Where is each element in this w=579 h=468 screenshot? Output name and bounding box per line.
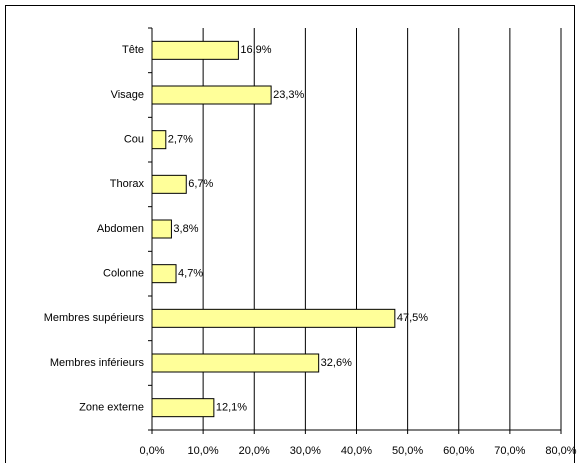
x-tick-label: 40,0% bbox=[341, 445, 372, 457]
y-tick-label: Zone externe bbox=[79, 402, 144, 414]
y-tick-label: Tête bbox=[122, 44, 144, 56]
bar bbox=[151, 40, 239, 60]
x-tick-label: 30,0% bbox=[290, 445, 321, 457]
x-tick-label: 80,0% bbox=[545, 445, 576, 457]
x-tick-label: 10,0% bbox=[188, 445, 219, 457]
x-tick-label: 0,0% bbox=[139, 445, 164, 457]
x-tick-label: 70,0% bbox=[494, 445, 525, 457]
value-label: 47,5% bbox=[397, 312, 428, 324]
bar bbox=[151, 174, 187, 194]
value-label: 12,1% bbox=[216, 402, 247, 414]
value-label: 16,9% bbox=[240, 44, 271, 56]
y-tick-label: Abdomen bbox=[97, 223, 144, 235]
value-label: 6,7% bbox=[188, 178, 213, 190]
chart-border bbox=[5, 5, 575, 466]
bar bbox=[151, 130, 167, 150]
value-label: 4,7% bbox=[178, 268, 203, 280]
value-label: 2,7% bbox=[168, 134, 193, 146]
x-tick-label: 60,0% bbox=[443, 445, 474, 457]
x-tick-label: 50,0% bbox=[392, 445, 423, 457]
y-tick-label: Thorax bbox=[110, 178, 145, 190]
x-tick-label: 20,0% bbox=[239, 445, 270, 457]
y-tick-label: Colonne bbox=[103, 268, 144, 280]
bar bbox=[151, 308, 396, 328]
bar bbox=[151, 85, 272, 105]
value-label: 23,3% bbox=[273, 89, 304, 101]
y-tick-label: Visage bbox=[111, 89, 144, 101]
y-tick-label: Cou bbox=[124, 134, 144, 146]
bar bbox=[151, 219, 172, 239]
y-tick-label: Membres inférieurs bbox=[50, 357, 145, 369]
bar bbox=[151, 264, 177, 284]
bar bbox=[151, 353, 320, 373]
value-label: 3,8% bbox=[173, 223, 198, 235]
y-tick-label: Membres supérieurs bbox=[44, 312, 145, 324]
bar bbox=[151, 398, 215, 418]
value-label: 32,6% bbox=[321, 357, 352, 369]
